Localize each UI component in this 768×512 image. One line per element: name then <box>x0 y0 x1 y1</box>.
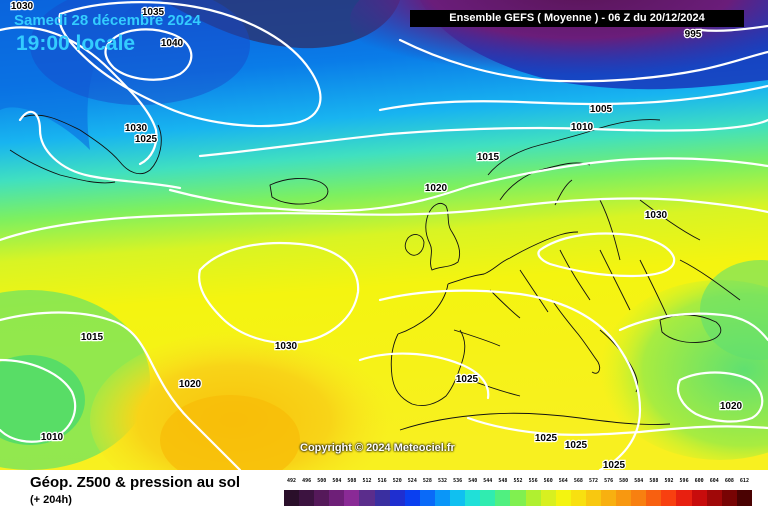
isobar-label: 1025 <box>135 134 158 145</box>
scale-tick-label: 548 <box>498 478 508 484</box>
scale-swatch <box>450 490 466 506</box>
isobar-label: 1025 <box>565 440 588 451</box>
forecast-time: 19:00 locale <box>16 32 136 55</box>
scale-swatch <box>404 490 420 506</box>
scale-tick-label: 492 <box>287 478 297 484</box>
scale-swatch <box>465 490 481 506</box>
lead-time: (+ 204h) <box>30 494 72 506</box>
scale-tick-label: 532 <box>438 478 448 484</box>
scale-swatch <box>676 490 692 506</box>
copyright-notice: Copyright © 2024 Meteociel.fr <box>300 442 455 454</box>
map-title: Géop. Z500 & pression au sol <box>30 474 241 491</box>
scale-tick-label: 572 <box>588 478 598 484</box>
isobar-label: 1030 <box>645 210 668 221</box>
scale-tick-label: 508 <box>347 478 357 484</box>
scale-tick-label: 516 <box>377 478 387 484</box>
scale-swatch <box>314 490 330 506</box>
isobar-label: 1010 <box>41 432 64 443</box>
scale-tick-label: 524 <box>407 478 417 484</box>
scale-tick-label: 556 <box>528 478 538 484</box>
geopotential-map: 1030103510409951005101010301025101510201… <box>0 0 768 470</box>
isobar-label: 1030 <box>125 123 148 134</box>
scale-tick-label: 576 <box>604 478 614 484</box>
scale-swatch <box>736 490 752 506</box>
scale-swatch <box>600 490 617 506</box>
isobar-label: 1030 <box>11 1 34 12</box>
scale-tick-label: 512 <box>362 478 372 484</box>
color-scale-bar <box>284 490 752 506</box>
scale-tick-label: 604 <box>709 478 719 484</box>
color-scale-labels: 492 496 500 504 508 512 516 520 524 528 532 536 540 5… <box>284 478 752 488</box>
scale-swatch <box>585 490 601 506</box>
scale-tick-label: 588 <box>649 478 659 484</box>
scale-swatch <box>359 490 375 506</box>
scale-tick-label: 568 <box>573 478 583 484</box>
scale-tick-label: 596 <box>679 478 689 484</box>
scale-swatch <box>284 490 300 506</box>
scale-tick-label: 592 <box>664 478 674 484</box>
scale-tick-label: 580 <box>619 478 629 484</box>
scale-swatch <box>389 490 405 506</box>
scale-swatch <box>344 490 360 506</box>
scale-swatch <box>631 490 647 506</box>
isobar-label: 1040 <box>161 38 184 49</box>
scale-tick-label: 552 <box>513 478 523 484</box>
scale-swatch <box>706 490 722 506</box>
isobar-label: 1030 <box>275 341 298 352</box>
scale-tick-label: 584 <box>634 478 644 484</box>
scale-swatch <box>540 490 556 506</box>
isobar-labels: 1030103510409951005101010301025101510201… <box>10 0 744 470</box>
scale-tick-label: 564 <box>558 478 568 484</box>
scale-tick-label: 504 <box>332 478 342 484</box>
scale-swatch <box>480 490 496 506</box>
isobar-label: 1010 <box>571 122 594 133</box>
scale-tick-label: 536 <box>453 478 463 484</box>
isobar-label: 1025 <box>456 374 479 385</box>
scale-swatch <box>299 490 315 506</box>
scale-swatch <box>525 490 541 506</box>
scale-swatch <box>691 490 707 506</box>
scale-tick-label: 544 <box>483 478 493 484</box>
scale-swatch <box>721 490 737 506</box>
isobar-label: 1035 <box>142 7 165 18</box>
scale-swatch <box>434 490 451 506</box>
isobar-label: 1020 <box>425 183 448 194</box>
scale-tick-label: 540 <box>468 478 478 484</box>
forecast-date: Samedi 28 décembre 2024 <box>14 12 201 29</box>
scale-swatch <box>646 490 662 506</box>
isobar-label: 1020 <box>720 401 743 412</box>
scale-swatch <box>661 490 677 506</box>
isobar-label: 995 <box>685 29 702 40</box>
isobar-label: 1015 <box>81 332 104 343</box>
scale-tick-label: 520 <box>392 478 402 484</box>
scale-swatch <box>616 490 632 506</box>
scale-swatch <box>419 490 435 506</box>
scale-swatch <box>374 490 390 506</box>
scale-swatch <box>329 490 345 506</box>
isobar-label: 1020 <box>179 379 202 390</box>
isobar-label: 1015 <box>477 152 500 163</box>
scale-swatch <box>570 490 586 506</box>
model-run-banner: Ensemble GEFS ( Moyenne ) - 06 Z du 20/1… <box>410 10 744 27</box>
scale-tick-label: 608 <box>724 478 734 484</box>
scale-tick-label: 612 <box>739 478 749 484</box>
scale-tick-label: 500 <box>317 478 327 484</box>
scale-tick-label: 528 <box>422 478 432 484</box>
scale-swatch <box>510 490 526 506</box>
scale-swatch <box>555 490 571 506</box>
isobar-label: 1025 <box>603 460 626 470</box>
scale-tick-label: 600 <box>694 478 704 484</box>
isobar-label: 1005 <box>590 104 613 115</box>
isobar-label: 1025 <box>535 433 558 444</box>
scale-tick-label: 560 <box>543 478 553 484</box>
scale-tick-label: 496 <box>302 478 312 484</box>
scale-swatch <box>495 490 511 506</box>
